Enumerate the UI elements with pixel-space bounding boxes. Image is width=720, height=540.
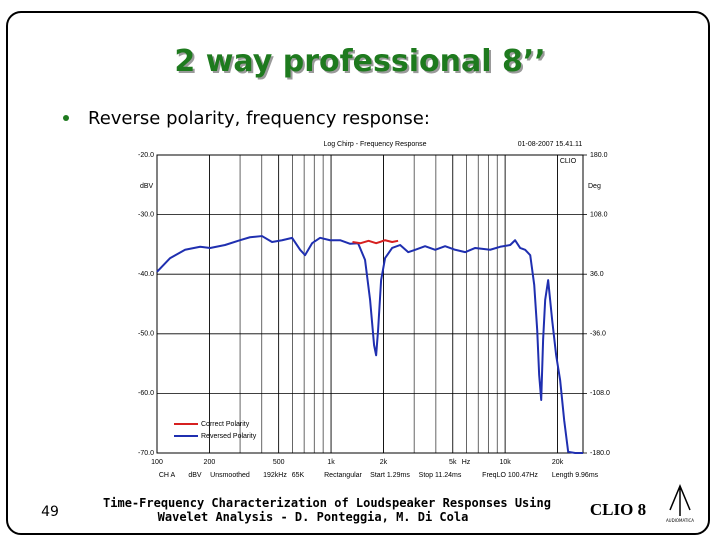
chart-title: Log Chirp - Frequency Response [323,141,426,148]
y2-tick-label: 108.0 [590,211,608,218]
page-number: 49 [41,504,59,520]
y2-tick-label: -36.0 [590,331,606,338]
slide-title-shadow: 2 way professional 8’’ [176,46,547,81]
y-tick-label: -60.0 [138,390,154,397]
x-tick-label: 5k [449,459,457,466]
info-text: Rectangular [324,472,362,479]
x-tick-label: 100 [151,459,163,466]
logo-sub: AUDIOMATICA [666,518,694,523]
y2-tick-label: 36.0 [590,271,604,278]
info-text: Stop 11.24ms [419,472,462,479]
x-axis-label: Hz [462,459,471,466]
series-line [156,235,583,454]
footer-line: Wavelet Analysis - D. Ponteggia, M. Di C… [158,510,469,524]
logo: CLIO 8 [590,500,646,519]
slide-title: 2 way professional 8’’ [174,44,545,79]
y-tick-label: -30.0 [138,211,154,218]
y2-axis-label: Deg [588,183,601,190]
info-text: CH A [159,472,176,479]
info-text: FreqLO 100.47Hz [482,472,538,479]
bullet-text: Reverse polarity, frequency response: [88,108,430,129]
brand: CLIO [560,158,577,165]
x-tick-label: 10k [500,459,512,466]
info-text: Start 1.29ms [370,472,410,479]
x-tick-label: 500 [273,459,285,466]
info-text: Length 9.96ms [552,472,599,479]
timestamp: 01-08-2007 15.41.11 [518,141,583,148]
y2-tick-label: 180.0 [590,152,608,159]
y2-tick-label: -108.0 [590,390,610,397]
y-tick-label: -20.0 [138,152,154,159]
x-tick-label: 1k [327,459,335,466]
footer-line: Time-Frequency Characterization of Louds… [103,496,551,510]
x-tick-label: 20k [552,459,564,466]
info-text: 192kHz [263,472,287,479]
y2-tick-label: -180.0 [590,450,610,457]
x-tick-label: 2k [380,459,388,466]
chart: 100 200 500 1k 2k 5k 10k 20k Hz -20.0 -30.0 -40.0 -5… [138,141,610,479]
y-axis-label: dBV [140,183,154,190]
legend-label: Correct Polarity [201,421,250,428]
legend-label: Reversed Polarity [201,433,257,440]
y-tick-label: -70.0 [138,450,154,457]
logo-icon [669,484,691,516]
series-line [352,239,399,245]
info-text: 65K [292,472,305,479]
info-text: Unsmoothed [210,472,250,479]
info-text: dBV [188,472,202,479]
y-tick-label: -40.0 [138,271,154,278]
x-tick-label: 200 [204,459,216,466]
y-tick-label: -50.0 [138,331,154,338]
bullet-dot [63,115,69,121]
